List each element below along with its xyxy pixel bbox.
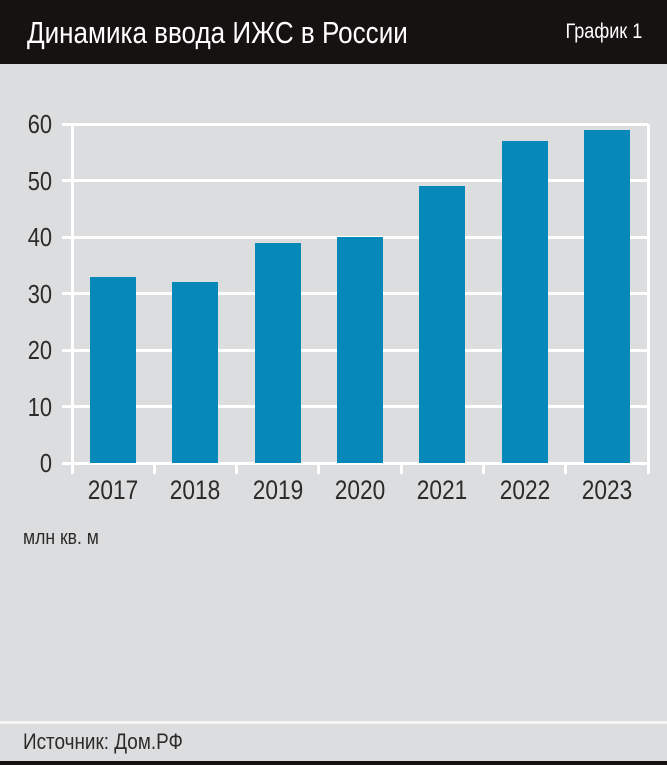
y-axis-tick xyxy=(62,461,72,465)
y-axis-tick xyxy=(62,122,72,126)
y-axis-label: 30 xyxy=(27,278,52,309)
y-axis-tick xyxy=(62,405,72,408)
bar-2023 xyxy=(583,129,630,463)
y-axis-units-label: млн кв. м xyxy=(23,527,99,549)
bar-2018 xyxy=(172,282,219,463)
y-axis-label: 40 xyxy=(27,222,52,252)
bar-2020 xyxy=(337,237,383,463)
y-axis-tick xyxy=(62,235,72,239)
y-axis-label: 60 xyxy=(27,109,52,139)
y-axis-tick xyxy=(62,348,72,352)
y-axis-label: 20 xyxy=(27,335,52,365)
gridline xyxy=(72,122,648,126)
bottom-rule xyxy=(0,761,667,765)
x-axis-label-2022: 2022 xyxy=(499,475,550,505)
y-axis-tick xyxy=(62,179,72,182)
gridline xyxy=(72,179,648,182)
y-axis-tick xyxy=(62,292,72,295)
y-axis-label: 50 xyxy=(27,165,52,196)
x-axis-label-2023: 2023 xyxy=(581,475,633,505)
gridline xyxy=(72,461,648,465)
y-axis-line xyxy=(70,124,74,473)
footer-divider xyxy=(0,721,667,724)
bar-2019 xyxy=(254,242,301,463)
x-axis-tick xyxy=(564,463,568,474)
x-axis-label-2020: 2020 xyxy=(334,475,386,505)
bar-2022 xyxy=(501,140,548,463)
plot-right-border xyxy=(646,124,650,463)
y-axis-label: 10 xyxy=(27,391,52,422)
x-axis-tick xyxy=(481,463,485,474)
x-axis-tick xyxy=(152,463,156,474)
chart-number-label: График 1 xyxy=(565,20,642,43)
x-axis-tick xyxy=(235,463,239,474)
source-label: Источник: Дом.РФ xyxy=(23,729,183,754)
x-axis-tick xyxy=(399,463,403,474)
x-axis-label-2021: 2021 xyxy=(417,475,468,505)
x-axis-label-2019: 2019 xyxy=(252,475,303,505)
bar-2021 xyxy=(419,186,466,463)
page-title: Динамика ввода ИЖС в России xyxy=(27,15,408,50)
bar-2017 xyxy=(90,276,137,463)
y-axis-label: 0 xyxy=(39,448,52,478)
x-axis-label-2017: 2017 xyxy=(87,475,139,505)
header: Динамика ввода ИЖС в России График 1 xyxy=(0,0,667,64)
x-axis-tick xyxy=(646,463,650,474)
x-axis-tick xyxy=(317,463,321,474)
x-axis-label-2018: 2018 xyxy=(170,475,221,505)
